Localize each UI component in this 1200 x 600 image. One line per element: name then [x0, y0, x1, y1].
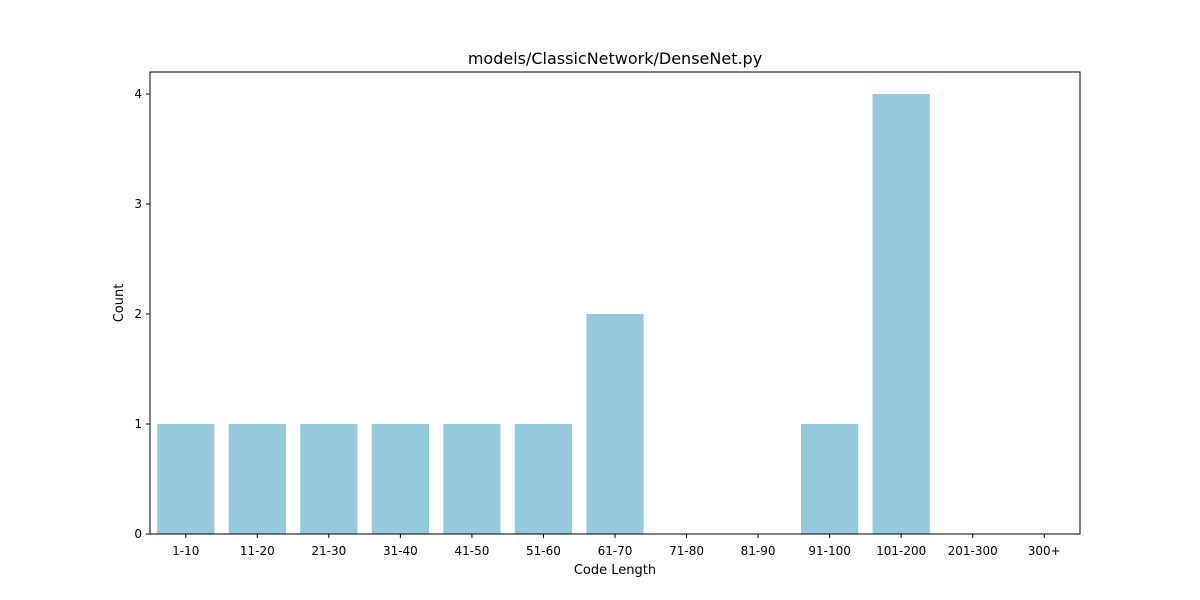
y-axis-label: Count — [112, 284, 127, 323]
bar-51-60 — [514, 424, 573, 534]
bar-21-30 — [300, 424, 358, 534]
bar-1-10 — [157, 424, 215, 534]
y-axis-ticks: 0 1 2 3 4 — [134, 87, 150, 541]
x-tick-label: 1-10 — [172, 544, 199, 558]
bar-41-50 — [443, 424, 501, 534]
chart-title: models/ClassicNetwork/DenseNet.py — [468, 49, 762, 68]
x-tick-label: 91-100 — [808, 544, 851, 558]
bar-91-100 — [801, 424, 859, 534]
y-tick-label: 0 — [134, 527, 142, 541]
x-tick-label: 300+ — [1028, 544, 1061, 558]
bar-11-20 — [228, 424, 286, 534]
bars-group — [157, 94, 930, 534]
x-tick-label: 71-80 — [669, 544, 704, 558]
bar-101-200 — [872, 94, 930, 534]
bar-61-70 — [586, 314, 644, 534]
x-tick-label: 51-60 — [526, 544, 561, 558]
x-tick-label: 31-40 — [383, 544, 418, 558]
y-tick-label: 3 — [134, 197, 142, 211]
x-tick-label: 81-90 — [741, 544, 776, 558]
x-tick-label: 201-300 — [948, 544, 998, 558]
x-tick-label: 101-200 — [876, 544, 926, 558]
x-tick-label: 41-50 — [454, 544, 489, 558]
x-tick-label: 11-20 — [240, 544, 275, 558]
plot-frame — [149, 71, 1081, 535]
x-axis-ticks: 1-10 11-20 21-30 31-40 41-50 51-60 61-70 71-80 8… — [172, 534, 1061, 558]
x-axis-label: Code Length — [574, 563, 656, 578]
y-tick-label: 1 — [134, 417, 142, 431]
x-tick-label: 21-30 — [311, 544, 346, 558]
x-tick-label: 61-70 — [598, 544, 633, 558]
bar-31-40 — [371, 424, 429, 534]
y-tick-label: 2 — [134, 307, 142, 321]
y-tick-label: 4 — [134, 87, 142, 101]
